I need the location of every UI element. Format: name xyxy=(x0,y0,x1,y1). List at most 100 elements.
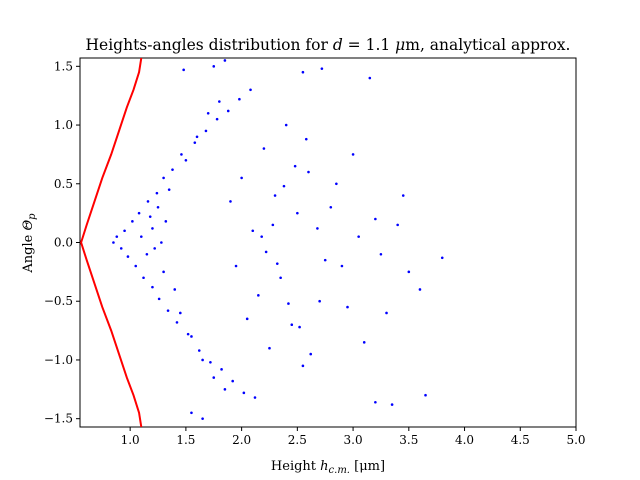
y-tick-label: −0.5 xyxy=(44,294,73,308)
scatter-series xyxy=(112,59,444,420)
scatter-point xyxy=(201,417,204,420)
scatter-point xyxy=(290,323,294,327)
scatter-point xyxy=(223,59,227,62)
scatter-point xyxy=(301,364,305,368)
scatter-point xyxy=(282,184,286,188)
scatter-point xyxy=(212,65,216,68)
scatter-point xyxy=(190,335,193,338)
scatter-point xyxy=(320,67,324,70)
y-tick-label: −1.5 xyxy=(44,412,73,426)
scatter-point xyxy=(151,227,154,230)
scatter-point xyxy=(304,137,308,141)
scatter-point xyxy=(155,191,159,195)
scatter-point xyxy=(293,164,297,168)
scatter-point xyxy=(296,211,299,215)
scatter-point xyxy=(157,297,161,301)
scatter-point xyxy=(190,411,193,415)
x-tick-label: 2.5 xyxy=(288,433,307,447)
scatter-point xyxy=(271,223,275,227)
x-tick-label: 1.0 xyxy=(121,433,140,447)
scatter-point xyxy=(298,325,301,329)
x-tick-label: 2.0 xyxy=(232,433,251,447)
scatter-point xyxy=(184,158,188,162)
scatter-point xyxy=(418,288,422,291)
scatter-point xyxy=(112,241,115,244)
scatter-point xyxy=(307,170,310,174)
scatter-point xyxy=(142,276,145,280)
x-tick-label: 4.5 xyxy=(511,433,530,447)
scatter-point xyxy=(275,262,279,265)
x-axis-ticks: 1.0 1.5 2.0 2.5 3.0 3.5 4.0 4.5 5.0 xyxy=(121,427,586,447)
scatter-point xyxy=(242,391,246,395)
scatter-point xyxy=(262,147,266,150)
scatter-point xyxy=(218,100,221,103)
scatter-point xyxy=(193,141,197,144)
scatter-point xyxy=(368,76,372,80)
scatter-point xyxy=(362,341,366,344)
scatter-point xyxy=(260,235,263,238)
x-tick-label: 1.5 xyxy=(176,433,195,447)
scatter-point xyxy=(396,223,399,227)
y-tick-label: 1.5 xyxy=(54,59,73,73)
scatter-point xyxy=(140,235,143,238)
scatter-point xyxy=(180,153,183,156)
scatter-point xyxy=(284,123,288,127)
scatter-point xyxy=(160,241,163,244)
scatter-point xyxy=(385,311,388,315)
scatter-point xyxy=(335,182,338,186)
scatter-point xyxy=(220,368,223,371)
scatter-point xyxy=(146,200,150,203)
plot-area xyxy=(79,57,577,428)
y-tick-label: 1.0 xyxy=(54,118,73,132)
x-tick-label: 5.0 xyxy=(566,433,585,447)
scatter-point xyxy=(223,388,227,391)
scatter-point xyxy=(264,250,268,254)
scatter-point xyxy=(126,255,130,258)
scatter-point xyxy=(179,311,182,315)
scatter-point xyxy=(212,376,216,379)
scatter-point xyxy=(137,211,141,215)
scatter-point xyxy=(249,88,252,92)
scatter-point xyxy=(164,220,168,223)
scatter-point xyxy=(195,135,199,139)
scatter-point xyxy=(226,109,230,113)
scatter-point xyxy=(379,252,383,256)
scatter-point xyxy=(173,288,177,291)
scatter-point xyxy=(197,349,201,352)
scatter-point xyxy=(162,176,165,180)
scatter-point xyxy=(401,194,405,197)
scatter-point xyxy=(229,200,232,203)
scatter-point xyxy=(251,229,255,233)
scatter-point xyxy=(301,70,305,74)
y-tick-label: 0.0 xyxy=(54,236,73,250)
scatter-point xyxy=(440,256,444,260)
scatter-point xyxy=(287,302,290,305)
scatter-point xyxy=(407,270,411,274)
scatter-point xyxy=(182,68,185,72)
scatter-point xyxy=(357,235,360,238)
scatter-point xyxy=(206,112,210,115)
y-axis-label: Angle Θp xyxy=(21,213,38,274)
x-tick-label: 3.0 xyxy=(344,433,363,447)
scatter-point xyxy=(175,321,179,324)
scatter-point xyxy=(204,129,208,133)
y-axis-ticks: 1.5 1.0 0.5 0.0 −0.5 −1.0 −1.5 xyxy=(44,59,80,426)
scatter-point xyxy=(123,229,126,233)
x-axis-label: Height hc.m. [μm] xyxy=(271,459,385,476)
scatter-point xyxy=(209,361,212,364)
scatter-point xyxy=(145,252,149,256)
scatter-point xyxy=(329,205,333,209)
scatter-point xyxy=(151,285,154,289)
scatter-point xyxy=(166,309,170,312)
scatter-point xyxy=(318,299,321,303)
scatter-point xyxy=(134,264,138,268)
scatter-point xyxy=(340,264,344,268)
scatter-point xyxy=(234,264,238,268)
y-tick-label: 0.5 xyxy=(54,177,73,191)
scatter-point xyxy=(131,220,134,223)
chart-title: Heights-angles distribution for d = 1.1 … xyxy=(86,36,571,54)
x-tick-label: 3.5 xyxy=(399,433,418,447)
scatter-point xyxy=(253,396,257,399)
scatter-point xyxy=(167,188,171,191)
